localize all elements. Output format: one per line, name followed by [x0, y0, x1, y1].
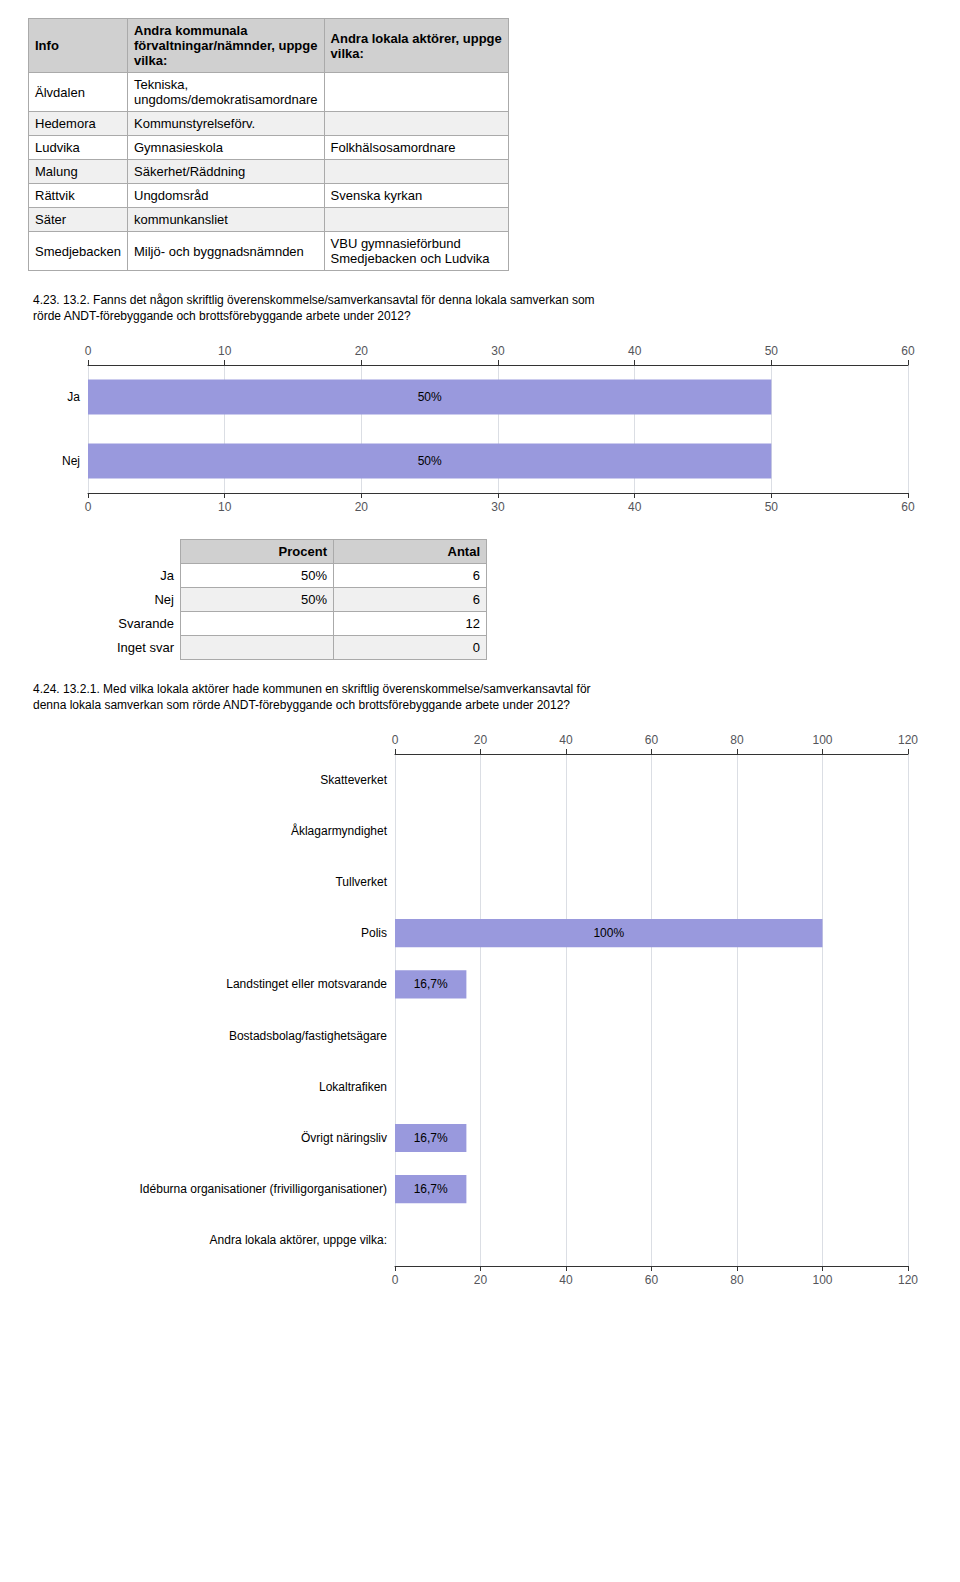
svg-text:0: 0 [392, 1273, 399, 1287]
html-text:Ludvika: Ludvika [35, 140, 80, 155]
svg-text:50%: 50% [418, 390, 442, 404]
html-text:Gymnasieskola: Gymnasieskola [134, 140, 223, 155]
svg-text:30: 30 [491, 344, 505, 358]
html-text:Miljö- och byggnadsnämnden: Miljö- och byggnadsnämnden [134, 243, 304, 259]
html-text:Antal: Antal [447, 544, 480, 559]
svg-text:Övrigt näringsliv: Övrigt näringsliv [301, 1131, 387, 1145]
html-text:Andra lokala aktörer, uppge vi: Andra lokala aktörer, uppge vilka: [330, 30, 502, 61]
svg-text:0: 0 [85, 344, 92, 358]
svg-text:60: 60 [645, 1273, 659, 1287]
html-text:Säkerhet/Räddning: Säkerhet/Räddning [134, 164, 246, 179]
html-text:0: 0 [472, 640, 480, 655]
html-text:Svenska kyrkan: Svenska kyrkan [330, 188, 423, 203]
html-text:Rättvik: Rättvik [35, 188, 75, 203]
svg-text:40: 40 [559, 1273, 573, 1287]
svg-text:Nej: Nej [62, 454, 80, 468]
html-text:Andra kommunala förvaltningar/: Andra kommunala förvaltningar/nämnder, u… [134, 23, 318, 68]
svg-text:20: 20 [474, 733, 488, 747]
html-text:6: 6 [472, 568, 480, 583]
svg-text:40: 40 [628, 344, 642, 358]
html-text:Procent: Procent [278, 544, 327, 559]
html-text:Svarande: Svarande [118, 616, 174, 631]
svg-text:20: 20 [355, 344, 369, 358]
svg-text:Polis: Polis [361, 926, 387, 940]
svg-text:10: 10 [218, 344, 232, 358]
svg-text:Åklagarmyndighet: Åklagarmyndighet [291, 823, 388, 838]
svg-text:Skatteverket: Skatteverket [320, 773, 387, 787]
html-text:Smedjebacken: Smedjebacken [35, 243, 121, 259]
svg-text:4.24. 13.2.1. Med vilka lokala: 4.24. 13.2.1. Med vilka lokala aktörer h… [33, 682, 591, 696]
html-text:Ungdomsråd: Ungdomsråd [134, 188, 209, 203]
svg-text:120: 120 [898, 733, 918, 747]
svg-text:Andra lokala aktörer, uppge vi: Andra lokala aktörer, uppge vilka: [210, 1233, 387, 1247]
html-text:Info: Info [35, 38, 59, 53]
html-text:VBU gymnasieförbund Smedjeback: VBU gymnasieförbund Smedjebacken och Lud… [330, 236, 490, 266]
html-text:Säter: Säter [35, 212, 67, 227]
svg-text:50%: 50% [418, 454, 442, 468]
svg-text:10: 10 [218, 500, 232, 514]
svg-text:60: 60 [901, 344, 915, 358]
html-text:Folkhälsosamordnare: Folkhälsosamordnare [330, 140, 456, 155]
svg-text:16,7%: 16,7% [414, 1131, 448, 1145]
svg-text:Landstinget eller motsvarande: Landstinget eller motsvarande [226, 977, 387, 991]
html-text:Hedemora: Hedemora [35, 116, 96, 131]
svg-text:100: 100 [812, 733, 832, 747]
svg-text:40: 40 [628, 500, 642, 514]
svg-text:100%: 100% [593, 926, 624, 940]
svg-text:16,7%: 16,7% [414, 977, 448, 991]
svg-text:Ja: Ja [67, 390, 80, 404]
html-text:6: 6 [472, 592, 480, 607]
html-text:Ja: Ja [160, 568, 174, 583]
svg-text:60: 60 [645, 733, 659, 747]
svg-text:Bostadsbolag/fastighetsägare: Bostadsbolag/fastighetsägare [229, 1029, 387, 1043]
svg-text:4.23. 13.2. Fanns det någon sk: 4.23. 13.2. Fanns det någon skriftlig öv… [33, 293, 595, 307]
html-text:Nej: Nej [154, 592, 174, 607]
svg-text:120: 120 [898, 1273, 918, 1287]
svg-text:50: 50 [765, 344, 779, 358]
svg-text:80: 80 [730, 1273, 744, 1287]
svg-text:0: 0 [392, 733, 399, 747]
svg-text:20: 20 [474, 1273, 488, 1287]
html-text:12: 12 [465, 616, 480, 631]
svg-text:80: 80 [730, 733, 744, 747]
html-text:Tekniska, ungdoms/demokratisam: Tekniska, ungdoms/demokratisamordnare [134, 77, 318, 107]
svg-text:100: 100 [812, 1273, 832, 1287]
svg-text:Tullverket: Tullverket [335, 875, 387, 889]
svg-text:16,7%: 16,7% [414, 1182, 448, 1196]
svg-text:Lokaltrafiken: Lokaltrafiken [319, 1080, 387, 1094]
svg-text:50: 50 [765, 500, 779, 514]
svg-text:Idéburna organisationer (frivi: Idéburna organisationer (frivilligorgani… [140, 1182, 387, 1196]
html-text:Älvdalen: Älvdalen [35, 84, 85, 100]
svg-text:0: 0 [85, 500, 92, 514]
html-text:50%: 50% [301, 592, 327, 607]
html-text:kommunkansliet: kommunkansliet [134, 212, 228, 227]
svg-text:40: 40 [559, 733, 573, 747]
svg-text:denna lokala samverkan som rör: denna lokala samverkan som rörde ANDT-fö… [33, 698, 570, 712]
svg-text:20: 20 [355, 500, 369, 514]
html-text:Malung: Malung [35, 164, 78, 179]
svg-text:rörde ANDT-förebyggande och br: rörde ANDT-förebyggande och brottsföreby… [33, 309, 411, 323]
html-text:50%: 50% [301, 568, 327, 583]
svg-text:60: 60 [901, 500, 915, 514]
svg-text:30: 30 [491, 500, 505, 514]
html-text:Inget svar: Inget svar [116, 640, 174, 655]
html-text:Kommunstyrelseförv.: Kommunstyrelseförv. [134, 116, 256, 131]
